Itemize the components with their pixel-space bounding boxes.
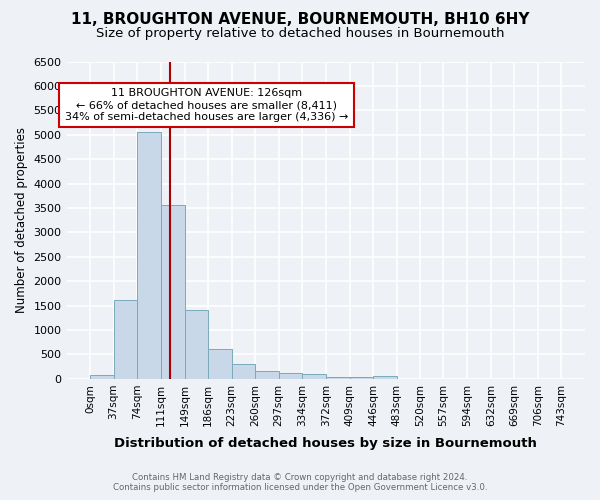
Bar [255,372,278,379]
Bar [232,364,255,379]
X-axis label: Distribution of detached houses by size in Bournemouth: Distribution of detached houses by size … [115,437,537,450]
Text: 11, BROUGHTON AVENUE, BOURNEMOUTH, BH10 6HY: 11, BROUGHTON AVENUE, BOURNEMOUTH, BH10 … [71,12,529,28]
Bar [90,375,113,379]
Bar [161,204,185,379]
Text: Size of property relative to detached houses in Bournemouth: Size of property relative to detached ho… [96,28,504,40]
Bar [113,300,137,379]
Bar [208,349,232,379]
Bar [350,378,373,379]
Bar [278,372,302,379]
Text: 11 BROUGHTON AVENUE: 126sqm
← 66% of detached houses are smaller (8,411)
34% of : 11 BROUGHTON AVENUE: 126sqm ← 66% of det… [65,88,348,122]
Bar [137,132,161,379]
Bar [185,310,208,379]
Y-axis label: Number of detached properties: Number of detached properties [15,127,28,313]
Bar [373,376,397,379]
Bar [302,374,326,379]
Bar [326,376,350,379]
Text: Contains HM Land Registry data © Crown copyright and database right 2024.
Contai: Contains HM Land Registry data © Crown c… [113,473,487,492]
